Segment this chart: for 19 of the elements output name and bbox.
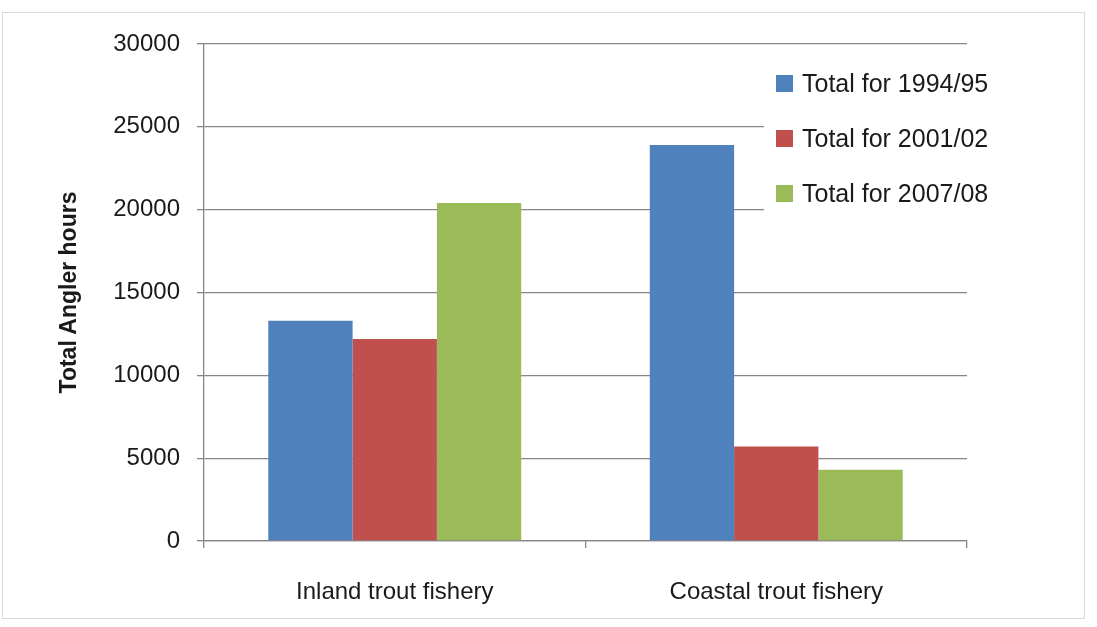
legend-label: Total for 2007/08 [802, 179, 989, 208]
y-tick-label: 25000 [113, 111, 180, 139]
y-tick-label: 30000 [113, 28, 180, 56]
y-tick-label: 15000 [113, 277, 180, 305]
x-tick-label: Inland trout fishery [296, 577, 494, 605]
y-tick-label: 5000 [126, 442, 180, 470]
bar [734, 446, 819, 541]
y-axis-title: Total Angler hours [55, 191, 82, 394]
bar [818, 469, 903, 541]
y-tick-label: 10000 [113, 359, 180, 387]
y-tick-label: 0 [166, 525, 180, 553]
bar [352, 338, 437, 541]
legend-label: Total for 1994/95 [802, 69, 989, 98]
bar [649, 145, 735, 541]
bar [436, 203, 522, 541]
bar [268, 320, 353, 541]
x-tick-label: Coastal trout fishery [669, 577, 883, 605]
y-tick-label: 20000 [113, 194, 180, 222]
legend-label: Total for 2001/02 [802, 124, 989, 153]
